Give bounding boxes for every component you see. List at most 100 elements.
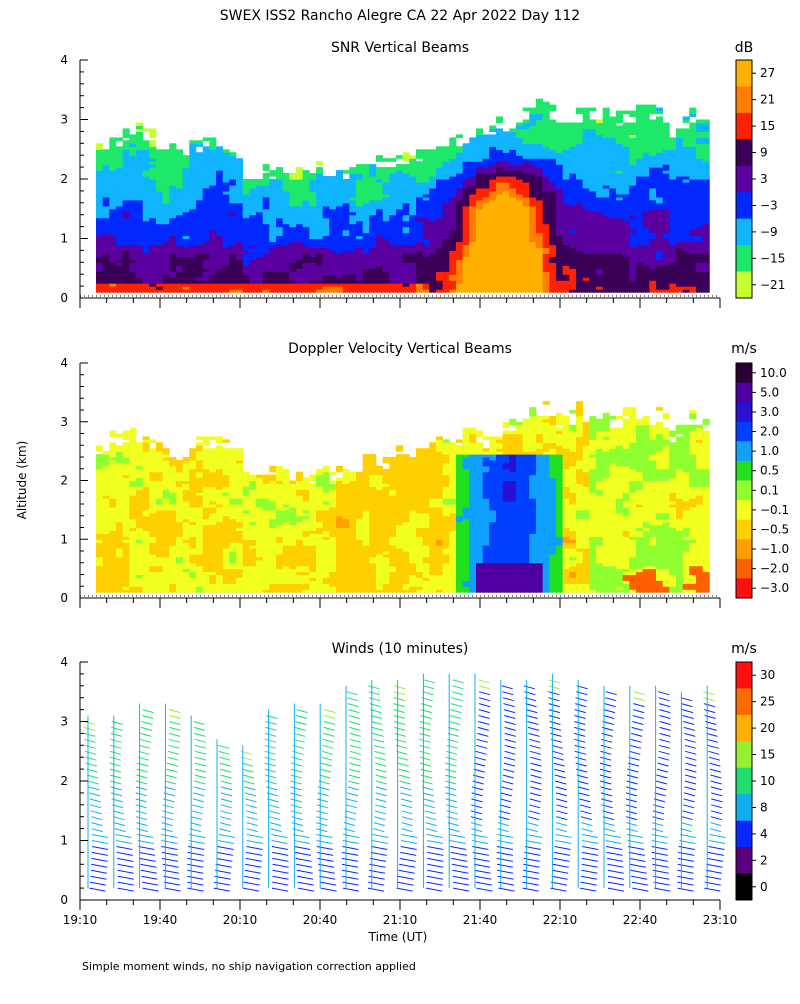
snr-cell xyxy=(303,170,310,174)
colorbar-swatch xyxy=(736,245,752,272)
colorbar-tick-label: 3 xyxy=(760,172,768,186)
velocity-cell xyxy=(109,510,116,514)
velocity-cell xyxy=(103,486,110,490)
velocity-cell xyxy=(96,548,103,552)
snr-cell xyxy=(496,117,503,121)
panel1-title: SNR Vertical Beams xyxy=(331,40,469,56)
snr-cell xyxy=(623,111,630,115)
colorbar-tick-label: −9 xyxy=(760,225,778,239)
velocity-cell xyxy=(116,445,123,449)
velocity-cell xyxy=(103,454,110,458)
snr-cell xyxy=(123,140,130,144)
velocity-cell xyxy=(96,510,103,514)
snr-cell xyxy=(116,137,123,141)
snr-cell xyxy=(469,137,476,141)
snr-cell xyxy=(329,176,336,180)
velocity-cell xyxy=(123,510,130,514)
snr-cell xyxy=(196,140,203,144)
velocity-cell xyxy=(109,454,116,458)
y-tick-label: 2 xyxy=(60,172,68,186)
snr-cell xyxy=(229,152,236,156)
y-tick-label: 1 xyxy=(60,232,68,246)
snr-cell xyxy=(523,120,530,124)
snr-cell xyxy=(623,123,630,127)
velocity-cell xyxy=(103,533,110,537)
velocity-cell xyxy=(109,563,116,567)
velocity-cell xyxy=(103,451,110,455)
colorbar-swatch xyxy=(736,139,752,166)
velocity-cell xyxy=(109,445,116,449)
snr-cell xyxy=(356,164,363,168)
figure-title: SWEX ISS2 Rancho Alegre CA 22 Apr 2022 D… xyxy=(220,8,580,24)
velocity-cell xyxy=(109,525,116,529)
colorbar-swatch xyxy=(736,113,752,140)
snr-cell xyxy=(663,123,670,127)
snr-cell xyxy=(389,158,396,162)
snr-cell xyxy=(189,140,196,144)
snr-cell xyxy=(463,143,470,147)
snr-cell xyxy=(556,123,563,127)
snr-cell xyxy=(376,155,383,159)
velocity-cell xyxy=(103,478,110,482)
snr-cell xyxy=(143,128,150,132)
snr-cell xyxy=(429,149,436,153)
velocity-cell xyxy=(96,516,103,520)
snr-cell xyxy=(269,170,276,174)
snr-cell xyxy=(156,149,163,153)
snr-cell xyxy=(503,131,510,135)
snr-cell xyxy=(649,105,656,109)
snr-cell xyxy=(543,102,550,106)
snr-cell xyxy=(416,149,423,153)
velocity-cell xyxy=(116,454,123,458)
velocity-cell xyxy=(96,486,103,490)
snr-cell xyxy=(509,128,516,132)
velocity-cell xyxy=(103,557,110,561)
snr-cell xyxy=(316,161,323,165)
velocity-cell xyxy=(116,516,123,520)
velocity-cell xyxy=(116,469,123,473)
velocity-cell xyxy=(103,463,110,467)
velocity-cell xyxy=(109,478,116,482)
velocity-cell xyxy=(96,501,103,505)
snr-cell xyxy=(456,146,463,150)
snr-cell xyxy=(476,128,483,132)
snr-cell xyxy=(363,164,370,168)
snr-cell xyxy=(649,120,656,124)
snr-cell xyxy=(403,164,410,168)
velocity-cell xyxy=(109,586,116,590)
velocity-cell xyxy=(116,486,123,490)
snr-cell xyxy=(576,108,583,112)
panel1-colorbar-label: dB xyxy=(735,40,754,56)
snr-cell xyxy=(149,140,156,144)
snr-cell xyxy=(583,108,590,112)
velocity-cell xyxy=(116,510,123,514)
snr-cell xyxy=(136,123,143,127)
velocity-cell xyxy=(103,495,110,499)
velocity-cell xyxy=(96,454,103,458)
velocity-cell xyxy=(109,516,116,520)
velocity-cell xyxy=(123,533,130,537)
colorbar-swatch xyxy=(736,219,752,246)
velocity-cell xyxy=(109,557,116,561)
snr-cell xyxy=(176,149,183,153)
snr-cell xyxy=(209,137,216,141)
snr-cell xyxy=(589,108,596,112)
velocity-cell xyxy=(123,563,130,567)
snr-cell xyxy=(129,134,136,138)
velocity-cell xyxy=(103,510,110,514)
snr-cell xyxy=(116,146,123,150)
snr-cell xyxy=(269,179,276,183)
colorbar-swatch xyxy=(736,166,752,193)
velocity-cell xyxy=(103,501,110,505)
velocity-cell xyxy=(116,539,123,543)
snr-cell xyxy=(96,143,103,147)
velocity-cell xyxy=(123,539,130,543)
snr-cell xyxy=(409,155,416,159)
velocity-cell xyxy=(116,434,123,438)
snr-cell xyxy=(263,164,270,168)
snr-cell xyxy=(689,123,696,127)
snr-cell xyxy=(669,137,676,141)
snr-cell xyxy=(276,167,283,171)
colorbar-tick-label: 21 xyxy=(760,93,775,107)
y-tick-label: 3 xyxy=(60,113,68,127)
